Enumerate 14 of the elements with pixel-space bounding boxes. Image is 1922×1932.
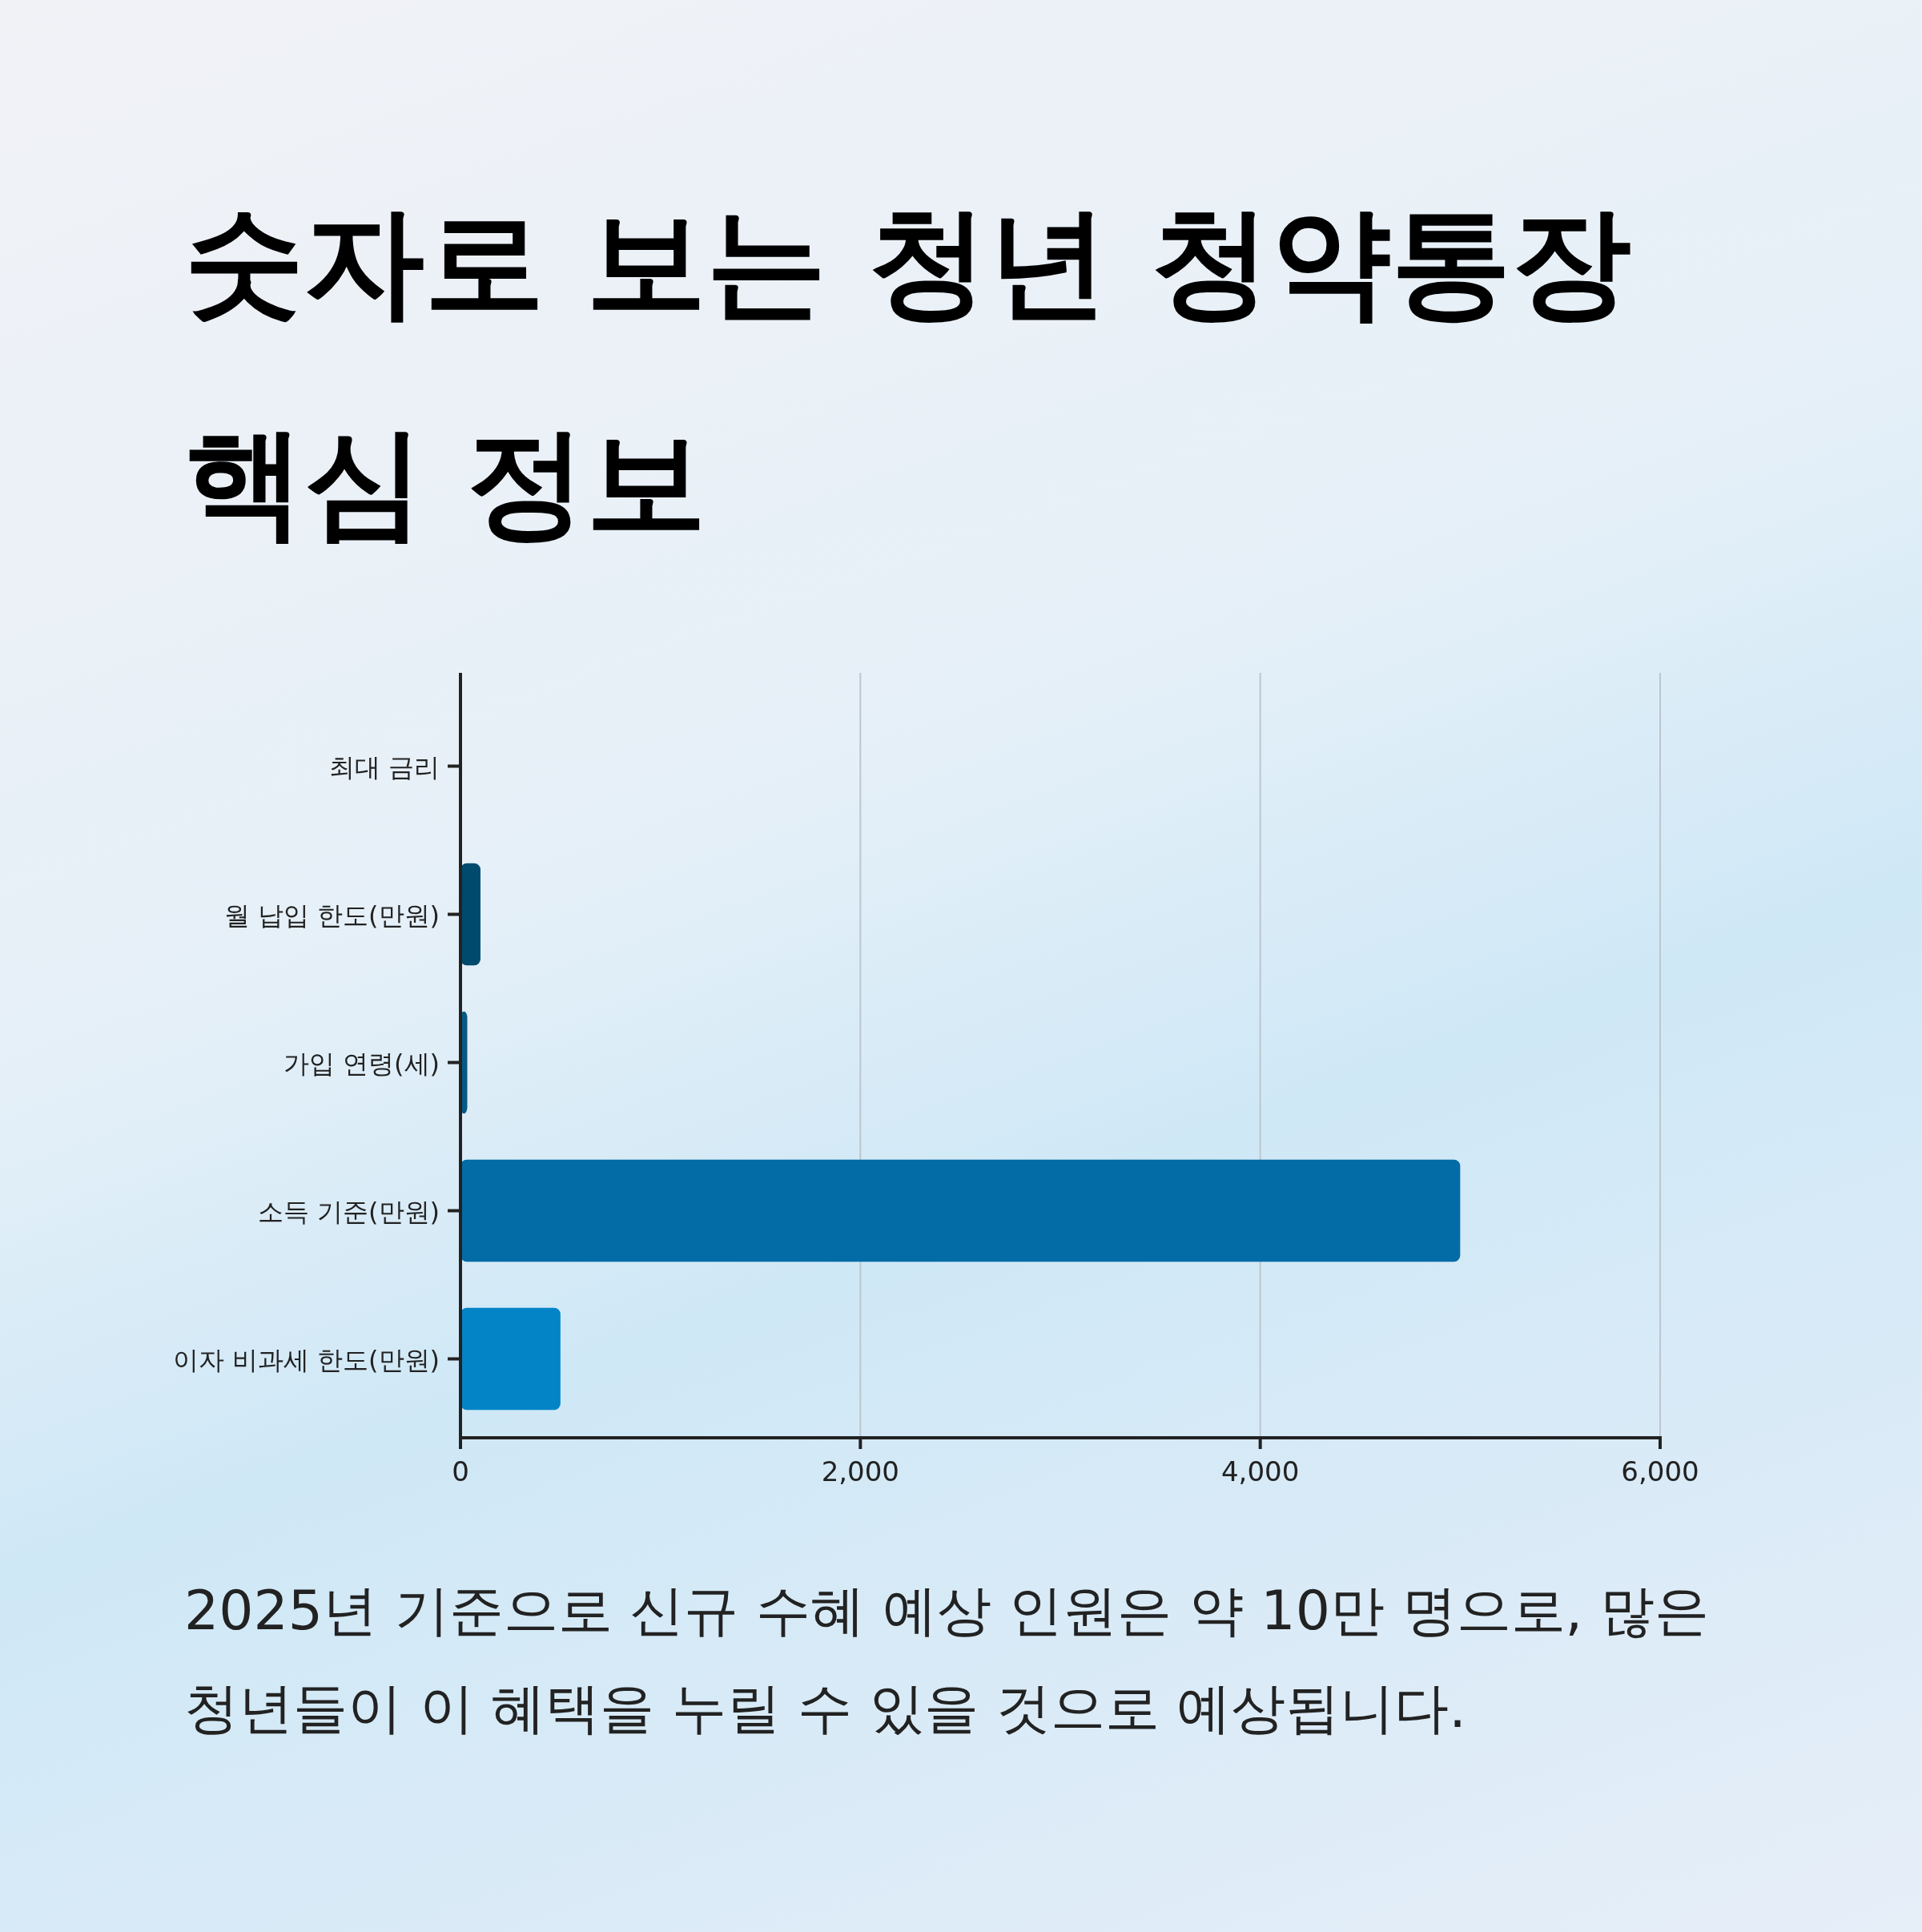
y-tick-label: 이자 비과세 한도(만원) [172, 1344, 440, 1375]
y-tick-label: 소득 기준(만원) [257, 1196, 440, 1227]
x-tick-label: 4,000 [1220, 1455, 1300, 1487]
chart-title: 숫자로 보는 청년 청약통장 핵심 정보 [184, 191, 1632, 553]
x-tick-label: 6,000 [1621, 1455, 1699, 1487]
x-tick-label: 0 [452, 1455, 469, 1487]
x-tick-label: 2,000 [821, 1455, 900, 1487]
y-tick-label: 가입 연령(세) [283, 1048, 440, 1079]
text: 2025년 기준으로 신규 수혜 예상 인원은 약 10만 명으로, 많은 청년들이 이 혜택을 누릴 수 있을 것으로 예상됩니다. [184, 1578, 1710, 1741]
y-tick-label: 월 납입 한도(만원) [223, 900, 440, 931]
y-tick-label: 최대 금리 [328, 751, 440, 783]
bar [460, 863, 480, 966]
bar [460, 1159, 1461, 1262]
bar [460, 1307, 561, 1411]
